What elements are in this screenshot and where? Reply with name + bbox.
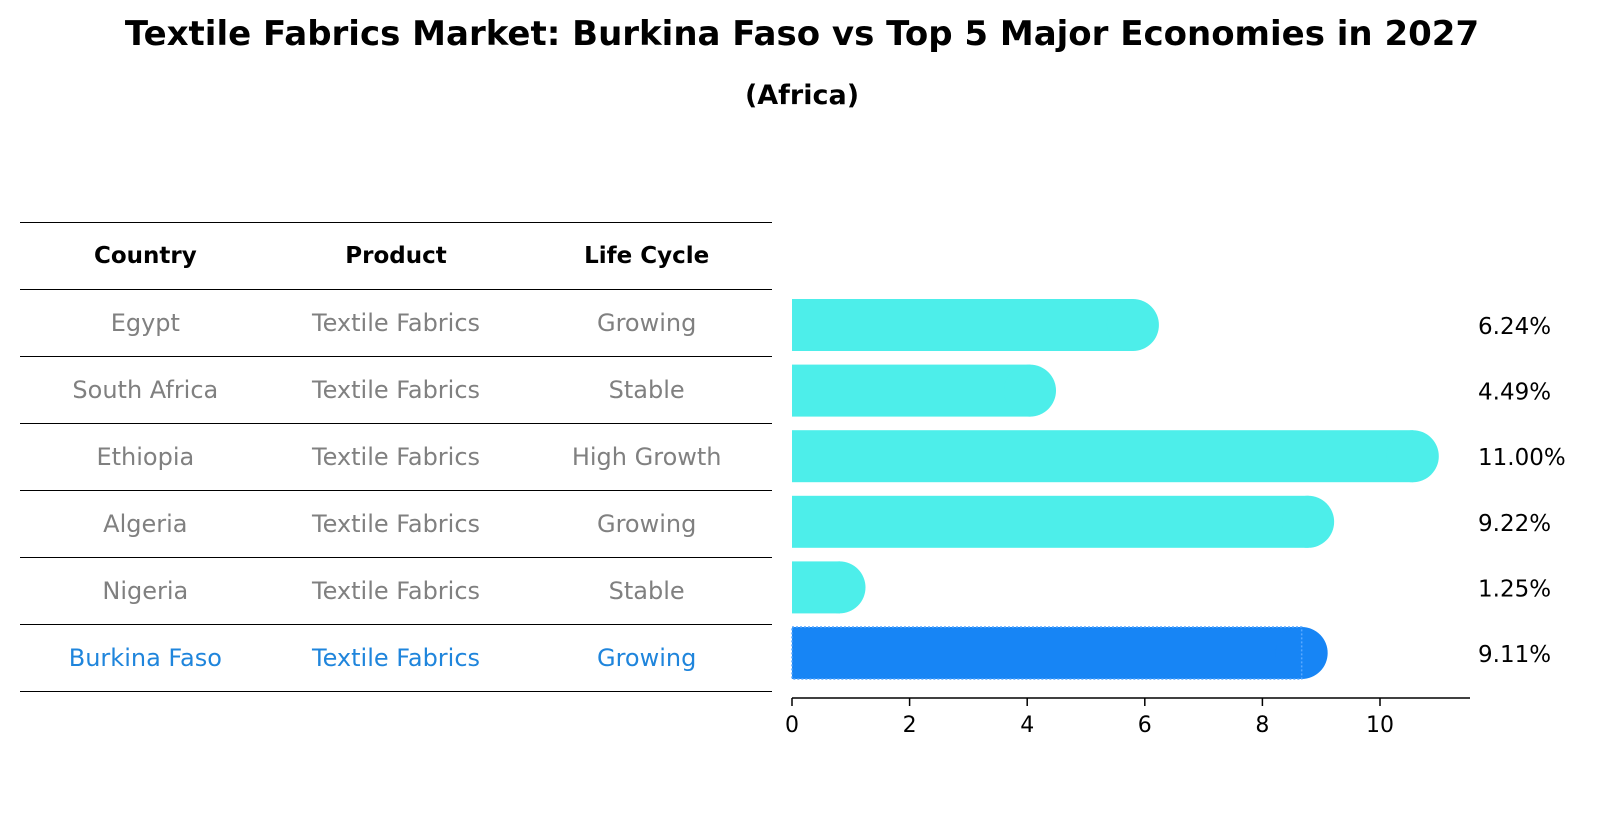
bar [792,495,1309,548]
bar [792,627,1303,679]
bar-highlight-outline [791,626,1303,680]
country-cell: Algeria [103,510,188,538]
value-label: 1.25% [1478,576,1551,602]
x-tick-label: 4 [1020,713,1034,738]
table-row: Nigeria Textile Fabrics Stable [20,557,772,624]
bar-cap [1004,364,1057,417]
x-tick-label: 8 [1255,713,1269,738]
product-cell: Textile Fabrics [311,644,481,672]
header-country: Country [93,243,197,269]
product-cell: Textile Fabrics [311,309,481,337]
x-tick-label: 0 [785,713,799,738]
table-row: Algeria Textile Fabrics Growing [20,490,772,557]
life-cycle-cell: Growing [596,644,697,672]
country-cell: Nigeria [102,577,189,605]
market-table: Country Product Life Cycle Egypt Textile… [20,222,772,692]
table-row: South Africa Textile Fabrics Stable [20,356,772,423]
value-label: 9.11% [1478,642,1551,668]
country-cell: Ethiopia [96,443,195,471]
product-cell: Textile Fabrics [311,510,481,538]
bar-cap [1106,299,1159,351]
life-cycle-cell: Growing [596,309,697,337]
bar-cap [813,561,866,614]
bar-cap [1282,495,1335,548]
header-product: Product [345,243,447,269]
value-label: 6.24% [1478,314,1551,340]
table-row: Egypt Textile Fabrics Growing [20,289,772,356]
bar-cap [1386,430,1439,483]
value-label: 9.22% [1478,511,1551,537]
life-cycle-cell: Growing [596,510,697,538]
x-tick-label: 10 [1366,713,1394,738]
table-row-highlight: Burkina Faso Textile Fabrics Growing [20,624,772,692]
chart-subtitle: (Africa) [744,80,860,111]
bar [792,299,1134,351]
life-cycle-cell: Stable [608,577,685,605]
life-cycle-cell: Stable [608,376,685,404]
bar [792,364,1031,417]
value-label: 11.00% [1478,445,1566,471]
chart-title: Textile Fabrics Market: Burkina Faso vs … [124,14,1480,54]
life-cycle-cell: High Growth [571,443,722,471]
bar-cap [1275,627,1328,679]
bar [792,430,1414,483]
header-life-cycle: Life Cycle [584,243,710,269]
country-cell: Burkina Faso [68,644,222,672]
product-cell: Textile Fabrics [311,577,481,605]
country-cell: South Africa [72,376,219,404]
value-label: 4.49% [1478,380,1551,406]
table-header-row: Country Product Life Cycle [20,222,772,289]
country-cell: Egypt [110,309,180,337]
product-cell: Textile Fabrics [311,376,481,404]
product-cell: Textile Fabrics [311,443,481,471]
x-tick-label: 2 [903,713,917,738]
x-tick-label: 6 [1138,713,1152,738]
table-row: Ethiopia Textile Fabrics High Growth [20,423,772,490]
